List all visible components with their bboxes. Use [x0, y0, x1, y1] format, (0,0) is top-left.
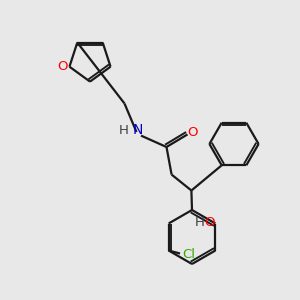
- Text: N: N: [133, 123, 143, 136]
- Text: O: O: [188, 125, 198, 139]
- Text: O: O: [205, 215, 215, 229]
- Text: O: O: [58, 60, 68, 73]
- Text: Cl: Cl: [182, 248, 196, 262]
- Text: H: H: [195, 215, 205, 229]
- Text: H: H: [119, 124, 129, 137]
